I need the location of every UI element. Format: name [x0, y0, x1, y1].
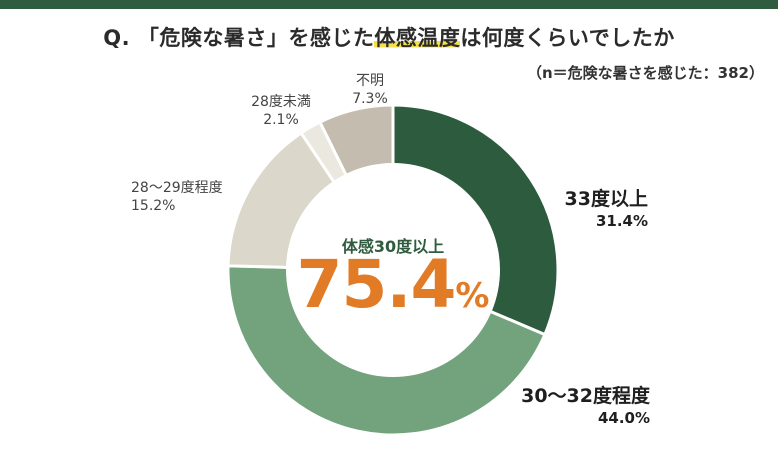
title-part-2: は何度くらいでしたか: [460, 26, 675, 50]
donut-hole: [286, 163, 500, 377]
slice-label-unknown: 不明 7.3%: [340, 73, 400, 108]
slice-label-under28: 28度未満 2.1%: [246, 94, 316, 129]
slice-label-30-32: 30〜32度程度 44.0%: [500, 385, 650, 428]
center-value: 75.4%: [243, 246, 543, 323]
slice-percent: 2.1%: [263, 111, 299, 128]
title-highlight: 体感温度: [374, 26, 461, 50]
slice-label-28-29: 28〜29度程度 15.2%: [131, 180, 223, 215]
slice-name: 28〜29度程度: [131, 180, 223, 196]
slice-name: 28度未満: [251, 94, 311, 110]
sample-size-note: （n＝危険な暑さを感じた：382）: [527, 64, 764, 82]
slice-name: 30〜32度程度: [521, 385, 650, 407]
title-part-1: Q. 「危険な暑さ」を感じた: [103, 26, 375, 50]
center-label: 体感30度以上: [341, 237, 445, 256]
slice-label-33plus: 33度以上 31.4%: [530, 188, 648, 231]
slice-percent: 7.3%: [352, 90, 388, 107]
slice-name: 不明: [356, 73, 384, 89]
slice-percent: 15.2%: [131, 197, 176, 214]
center-value-unit: %: [455, 276, 490, 316]
slice-name: 33度以上: [564, 188, 648, 210]
slice-percent: 44.0%: [597, 408, 650, 427]
center-value-number: 75.4: [296, 246, 457, 323]
chart-title: Q. 「危険な暑さ」を感じた体感温度は何度くらいでしたか: [0, 22, 778, 52]
slice-percent: 31.4%: [595, 211, 648, 230]
top-accent-bar: [0, 0, 778, 9]
